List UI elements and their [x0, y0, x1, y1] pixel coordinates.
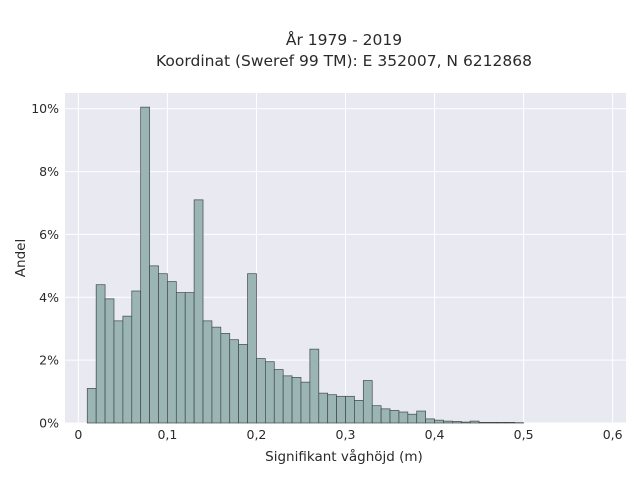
histogram-bar — [193, 199, 204, 424]
histogram-bar — [300, 381, 311, 424]
chart-title-line2: Koordinat (Sweref 99 TM): E 352007, N 62… — [156, 52, 532, 70]
x-tick-label: 0 — [74, 427, 82, 442]
histogram-bar — [407, 413, 418, 424]
histogram-bar — [452, 421, 462, 424]
histogram-bar — [398, 411, 409, 424]
histogram-bar — [345, 395, 355, 424]
histogram-bar — [211, 326, 222, 424]
x-tick-label: 0,2 — [247, 427, 267, 442]
histogram-bar — [416, 410, 426, 424]
histogram-bar — [256, 358, 266, 424]
histogram-bar — [327, 394, 337, 424]
histogram-bar — [113, 320, 124, 424]
histogram-bar — [265, 361, 275, 424]
histogram-bar — [362, 380, 373, 424]
x-tick-label: 0,3 — [336, 427, 356, 442]
histogram-bar — [104, 298, 115, 424]
y-tick-label: 2% — [39, 353, 59, 368]
histogram-bar — [354, 400, 364, 424]
y-tick-label: 0% — [39, 416, 59, 431]
histogram-bar — [336, 395, 346, 424]
histogram-bar — [131, 290, 142, 424]
histogram-bar — [434, 419, 444, 424]
x-tick-label: 0,1 — [157, 427, 177, 442]
histogram-bar — [425, 418, 435, 424]
histogram-bar — [220, 333, 231, 424]
histogram-bar — [505, 422, 516, 424]
histogram-bar — [202, 320, 213, 424]
histogram-bar — [460, 421, 471, 424]
histogram-bar — [149, 265, 159, 424]
histogram-bar — [487, 422, 498, 424]
histogram-bar — [318, 392, 329, 424]
x-tick-label: 0,6 — [603, 427, 623, 442]
histogram-bar — [247, 273, 257, 424]
y-tick-label: 6% — [39, 227, 59, 242]
histogram-bar — [175, 292, 186, 424]
y-tick-label: 8% — [39, 164, 59, 179]
y-axis-label: Andel — [13, 239, 29, 277]
histogram-bar — [469, 420, 480, 424]
histogram-bar — [371, 405, 382, 424]
histogram-bar — [184, 292, 195, 424]
x-tick-label: 0,5 — [514, 427, 534, 442]
histogram-bars — [86, 106, 524, 424]
histogram-bar — [122, 315, 133, 424]
histogram-bar — [140, 106, 150, 424]
histogram-bar — [86, 388, 97, 424]
histogram-bar — [167, 281, 177, 424]
histogram-bar — [380, 408, 391, 424]
histogram-bar — [443, 420, 453, 424]
histogram-bar — [273, 369, 284, 424]
y-tick-label: 10% — [31, 101, 59, 116]
chart-title-line1: År 1979 - 2019 — [286, 30, 402, 49]
histogram-bar — [229, 339, 239, 424]
histogram-bar — [291, 377, 302, 424]
y-axis-ticks: 0% 2% 4% 6% 8% 10% — [31, 101, 59, 430]
x-axis-ticks: 0 0,1 0,2 0,3 0,4 0,5 0,6 — [74, 427, 622, 442]
histogram-bar — [478, 422, 489, 424]
histogram-bar — [389, 410, 400, 424]
histogram-bar — [95, 284, 106, 424]
histogram-bar — [309, 348, 320, 424]
histogram-bar — [158, 273, 168, 424]
y-tick-label: 4% — [39, 290, 59, 305]
x-tick-label: 0,4 — [425, 427, 445, 442]
x-axis-label: Signifikant våghöjd (m) — [265, 448, 423, 465]
histogram-bar — [496, 422, 507, 424]
histogram-bar — [238, 344, 248, 424]
histogram-bar — [282, 375, 293, 424]
